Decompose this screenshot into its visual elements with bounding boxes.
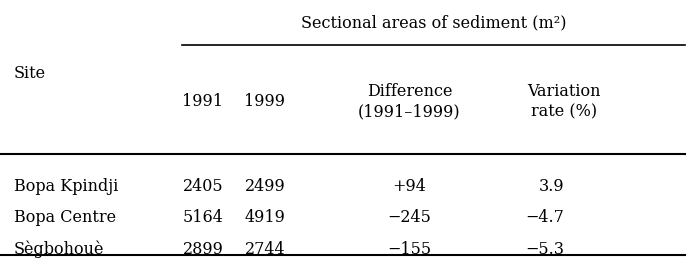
Text: Bopa Centre: Bopa Centre — [14, 209, 116, 226]
Text: Sègbohouè: Sègbohouè — [14, 241, 105, 258]
Text: 2899: 2899 — [182, 241, 224, 258]
Text: +94: +94 — [392, 178, 427, 195]
Text: 4919: 4919 — [244, 209, 286, 226]
Text: 5164: 5164 — [182, 209, 224, 226]
Text: −245: −245 — [387, 209, 431, 226]
Text: −5.3: −5.3 — [525, 241, 564, 258]
Text: −4.7: −4.7 — [525, 209, 564, 226]
Text: Sectional areas of sediment (m²): Sectional areas of sediment (m²) — [301, 14, 566, 31]
Text: −155: −155 — [387, 241, 431, 258]
Text: 1991: 1991 — [182, 93, 224, 110]
Text: 1999: 1999 — [244, 93, 286, 110]
Text: Variation
rate (%): Variation rate (%) — [528, 83, 601, 121]
Text: Bopa Kpindji: Bopa Kpindji — [14, 178, 118, 195]
Text: 2405: 2405 — [182, 178, 224, 195]
Text: Site: Site — [14, 65, 46, 82]
Text: 3.9: 3.9 — [539, 178, 564, 195]
Text: 2499: 2499 — [244, 178, 286, 195]
Text: Difference
(1991–1999): Difference (1991–1999) — [358, 83, 461, 121]
Text: 2744: 2744 — [244, 241, 286, 258]
